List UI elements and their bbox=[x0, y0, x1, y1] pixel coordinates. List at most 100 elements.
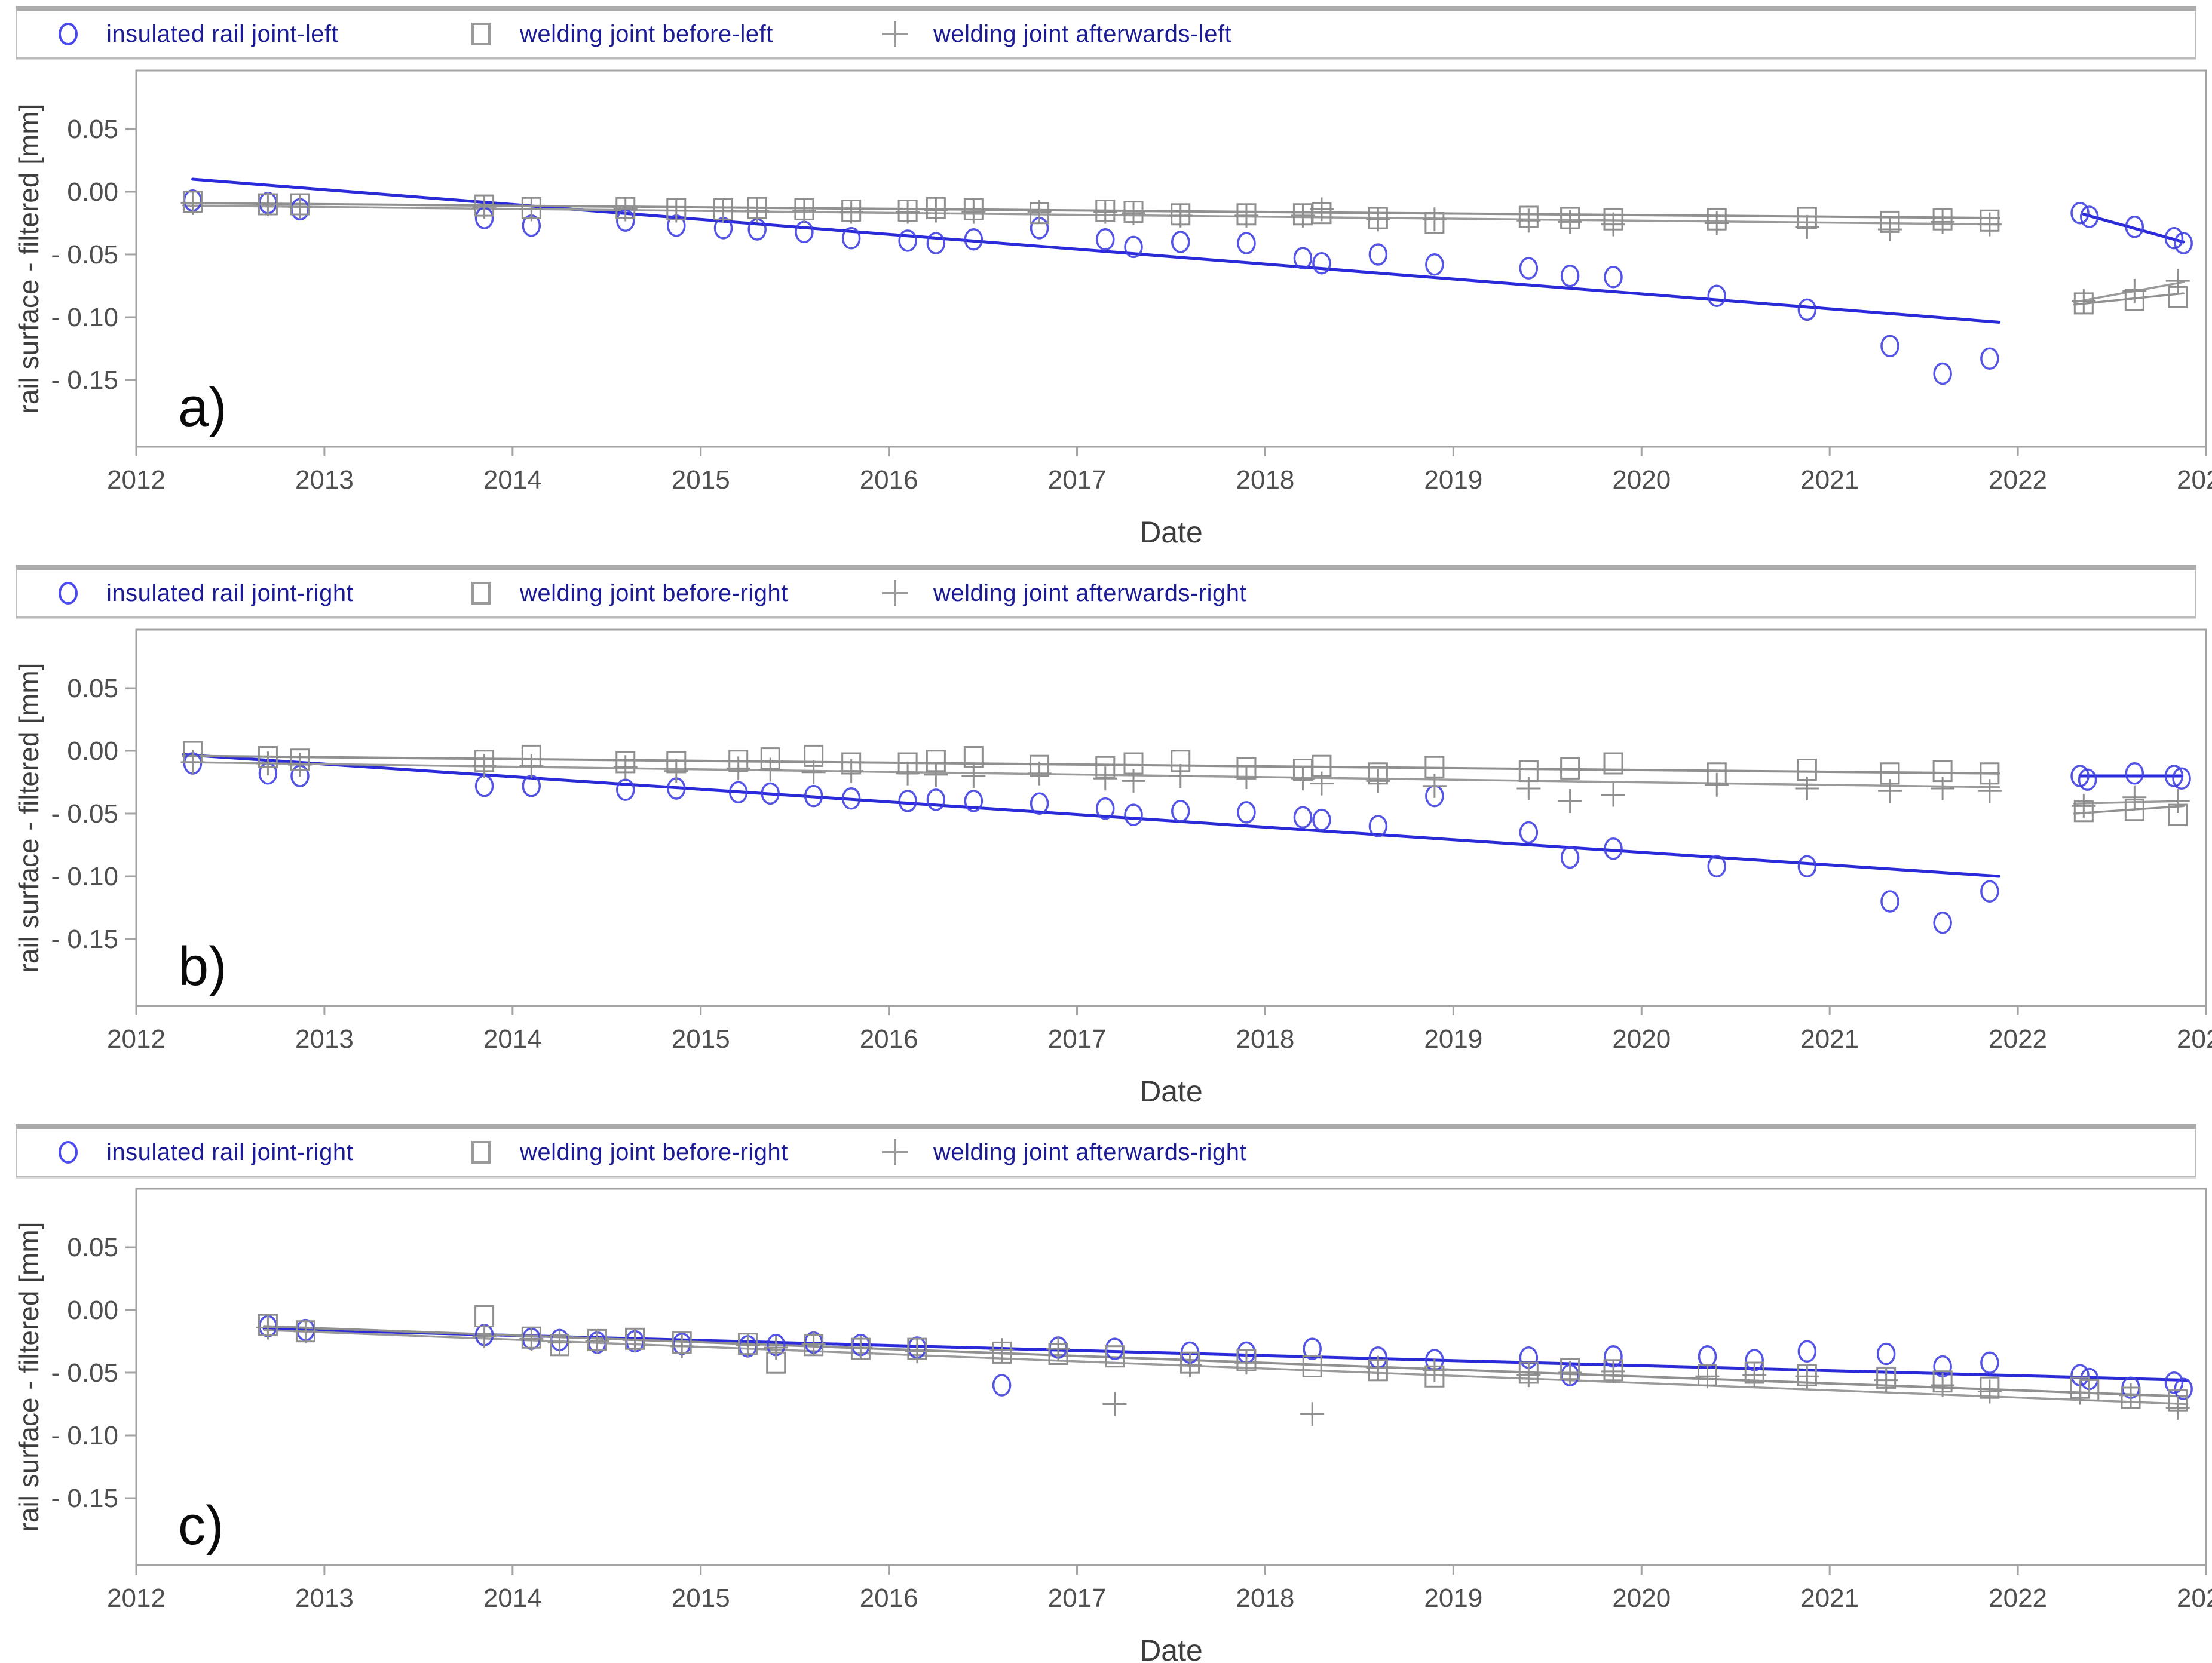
legend-label: welding joint afterwards-left bbox=[933, 20, 1232, 47]
x-tick-label: 2015 bbox=[672, 1024, 730, 1054]
x-tick-label: 2022 bbox=[1989, 1024, 2047, 1054]
x-tick-label: 2012 bbox=[107, 1584, 166, 1613]
x-tick-label: 2013 bbox=[295, 1024, 354, 1054]
legend-panel-a: insulated rail joint-left welding joint … bbox=[16, 6, 2196, 59]
x-tick-label: 2016 bbox=[860, 1584, 918, 1613]
x-tick-label: 2015 bbox=[672, 1584, 730, 1613]
panel-letter: b) bbox=[178, 936, 227, 997]
plus-marker-icon bbox=[882, 1139, 908, 1165]
x-tick-label: 2018 bbox=[1236, 1024, 1295, 1054]
legend-item-welding-afterwards-right: welding joint afterwards-right bbox=[878, 1136, 1246, 1169]
plot-border bbox=[135, 1188, 2207, 1566]
x-tick-label: 2017 bbox=[1048, 1584, 1107, 1613]
circle-marker-icon bbox=[59, 1141, 78, 1164]
x-tick-label: 2020 bbox=[1612, 1584, 1671, 1613]
x-tick-label: 2019 bbox=[1424, 1024, 1482, 1054]
x-tick-label: 2017 bbox=[1048, 1024, 1107, 1054]
x-tick-label: 2018 bbox=[1236, 465, 1295, 495]
plot-border bbox=[135, 69, 2207, 448]
y-axis-title: rail surface - filtered [mm] bbox=[13, 663, 44, 973]
legend-label: welding joint afterwards-right bbox=[933, 1139, 1247, 1165]
x-tick-label: 2014 bbox=[483, 1024, 542, 1054]
circle-marker-icon bbox=[59, 582, 78, 605]
legend-label: insulated rail joint-right bbox=[106, 579, 354, 606]
y-tick-label: - 0.10 bbox=[51, 862, 118, 891]
y-tick-label: - 0.15 bbox=[51, 366, 118, 395]
y-tick-label: 0.05 bbox=[67, 1233, 118, 1262]
y-tick-label: - 0.10 bbox=[51, 303, 118, 332]
figure-rail-surface-trends: insulated rail joint-left welding joint … bbox=[0, 6, 2212, 1663]
y-tick-label: - 0.15 bbox=[51, 1484, 118, 1513]
legend-label: welding joint afterwards-right bbox=[933, 579, 1247, 606]
scatter-plot-b: 2012 2013 2014 2015 2016 2017 2018 2019 2020 2021… bbox=[13, 628, 2212, 1104]
series-plus-markers bbox=[256, 1315, 2190, 1426]
x-tick-label: 2021 bbox=[1800, 1024, 1859, 1054]
panel-letter: a) bbox=[178, 377, 227, 438]
series-plus-markers bbox=[180, 750, 2190, 818]
legend-item-welding-before-right: welding joint before-right bbox=[465, 1136, 878, 1169]
panel-b: insulated rail joint-right welding joint… bbox=[0, 565, 2212, 1104]
legend-item-insulated-right: insulated rail joint-right bbox=[51, 576, 465, 610]
x-axis-title: Date bbox=[1139, 1075, 1203, 1104]
x-tick-label: 2013 bbox=[295, 465, 354, 495]
y-tick-label: 0.00 bbox=[67, 1296, 118, 1325]
series-plus-markers bbox=[180, 191, 2190, 313]
x-tick-label: 2022 bbox=[1989, 1584, 2047, 1613]
x-axis-title: Date bbox=[1139, 1634, 1203, 1663]
x-tick-label: 2017 bbox=[1048, 465, 1107, 495]
x-tick-label: 2012 bbox=[107, 1024, 166, 1054]
x-tick-label: 2023 bbox=[2177, 465, 2212, 495]
x-tick-label: 2014 bbox=[483, 1584, 542, 1613]
x-tick-label: 2020 bbox=[1612, 1024, 1671, 1054]
square-marker-icon bbox=[471, 23, 491, 45]
y-tick-label: - 0.15 bbox=[51, 925, 118, 954]
y-tick-label: 0.00 bbox=[67, 177, 118, 207]
panel-letter: c) bbox=[178, 1495, 224, 1556]
x-tick-label: 2014 bbox=[483, 465, 542, 495]
x-tick-label: 2022 bbox=[1989, 465, 2047, 495]
square-marker-icon bbox=[471, 582, 491, 605]
y-tick-label: 0.05 bbox=[67, 674, 118, 703]
x-tick-label: 2016 bbox=[860, 465, 918, 495]
plot-border bbox=[135, 628, 2207, 1007]
scatter-plot-a: 2012 2013 2014 2015 2016 2017 2018 2019 2020 2021… bbox=[13, 69, 2212, 545]
legend-label: insulated rail joint-right bbox=[106, 1139, 354, 1165]
y-tick-label: 0.05 bbox=[67, 115, 118, 144]
y-tick-label: 0.00 bbox=[67, 737, 118, 766]
y-tick-label: - 0.05 bbox=[51, 1358, 118, 1388]
x-axis-title: Date bbox=[1139, 516, 1203, 545]
plus-marker-icon bbox=[882, 21, 908, 47]
x-tick-label: 2023 bbox=[2177, 1584, 2212, 1613]
panel-c: insulated rail joint-right welding joint… bbox=[0, 1124, 2212, 1663]
x-tick-label: 2021 bbox=[1800, 1584, 1859, 1613]
legend-item-welding-afterwards-right: welding joint afterwards-right bbox=[878, 576, 1246, 610]
y-tick-label: - 0.05 bbox=[51, 240, 118, 269]
legend-item-insulated-right: insulated rail joint-right bbox=[51, 1136, 465, 1169]
legend-item-welding-before-right: welding joint before-right bbox=[465, 576, 878, 610]
series-square-markers bbox=[258, 1305, 2188, 1412]
legend-label: welding joint before-left bbox=[520, 20, 773, 47]
y-tick-label: - 0.05 bbox=[51, 799, 118, 829]
panel-a: insulated rail joint-left welding joint … bbox=[0, 6, 2212, 545]
legend-label: welding joint before-right bbox=[520, 579, 788, 606]
x-tick-label: 2020 bbox=[1612, 465, 1671, 495]
legend-item-welding-afterwards-left: welding joint afterwards-left bbox=[878, 17, 1231, 51]
legend-item-welding-before-left: welding joint before-left bbox=[465, 17, 878, 51]
x-tick-label: 2023 bbox=[2177, 1024, 2212, 1054]
legend-panel-c: insulated rail joint-right welding joint… bbox=[16, 1124, 2196, 1177]
legend-label: welding joint before-right bbox=[520, 1139, 788, 1165]
x-tick-label: 2019 bbox=[1424, 465, 1482, 495]
x-tick-label: 2013 bbox=[295, 1584, 354, 1613]
x-tick-label: 2018 bbox=[1236, 1584, 1295, 1613]
x-tick-label: 2012 bbox=[107, 465, 166, 495]
plus-marker-icon bbox=[882, 580, 908, 606]
x-tick-label: 2016 bbox=[860, 1024, 918, 1054]
scatter-plot-c: 2012 2013 2014 2015 2016 2017 2018 2019 2020 2021… bbox=[13, 1188, 2212, 1663]
legend-panel-b: insulated rail joint-right welding joint… bbox=[16, 565, 2196, 618]
y-axis-title: rail surface - filtered [mm] bbox=[13, 104, 44, 414]
trend-lines bbox=[182, 753, 2185, 878]
square-marker-icon bbox=[471, 1141, 491, 1164]
x-tick-label: 2015 bbox=[672, 465, 730, 495]
x-tick-label: 2021 bbox=[1800, 465, 1859, 495]
circle-marker-icon bbox=[59, 23, 78, 45]
